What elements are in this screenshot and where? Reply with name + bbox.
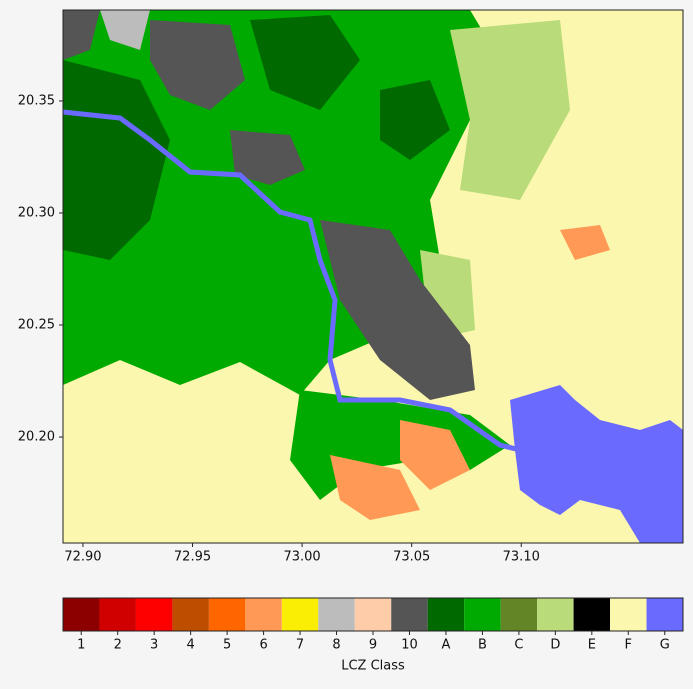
colorbar-swatch — [464, 598, 501, 631]
colorbar-title: LCZ Class — [341, 659, 405, 674]
map-frame — [62, 9, 684, 544]
colorbar-swatch — [427, 598, 465, 631]
water-body — [510, 385, 683, 543]
lcz-map — [63, 10, 683, 543]
colorbar-label: G — [660, 638, 670, 653]
y-tick-label: 20.20 — [18, 430, 55, 445]
bare-area — [100, 10, 150, 50]
y-tick-label: 20.35 — [18, 93, 55, 108]
colorbar-swatch — [537, 598, 574, 631]
y-tick-label: 20.25 — [18, 318, 55, 333]
colorbar-swatch — [208, 598, 246, 631]
colorbar-label: 1 — [77, 638, 85, 653]
x-tick-label: 72.90 — [64, 550, 101, 565]
river — [63, 109, 521, 453]
urban-area — [320, 220, 475, 400]
dense-trees — [63, 60, 170, 260]
colorbar-swatch — [245, 598, 282, 631]
colorbar-label: 6 — [259, 638, 267, 653]
colorbar-swatch — [391, 598, 428, 631]
sparse-built — [330, 455, 420, 520]
x-tick-label: 73.10 — [503, 550, 540, 565]
urban-area — [63, 10, 100, 60]
colorbar-label: 4 — [187, 638, 195, 653]
x-tick-label: 73.05 — [393, 550, 430, 565]
colorbar-label: 8 — [332, 638, 340, 653]
colorbar-swatch — [354, 598, 392, 631]
colorbar-swatch — [63, 598, 100, 631]
urban-area — [150, 20, 245, 110]
colorbar-label: 7 — [296, 638, 304, 653]
colorbar-label: C — [514, 638, 523, 653]
colorbar-label: A — [441, 638, 450, 653]
sparse-built — [560, 225, 610, 260]
low-plants — [450, 20, 570, 200]
colorbar-label: 9 — [369, 638, 377, 653]
colorbar-label: 10 — [401, 638, 418, 653]
colorbar-label: F — [625, 638, 632, 653]
colorbar-label: 3 — [150, 638, 158, 653]
colorbar-swatch — [172, 598, 209, 631]
colorbar-swatch — [281, 598, 319, 631]
colorbar-swatch — [318, 598, 355, 631]
colorbar-frame — [62, 597, 684, 632]
sparse-built — [400, 420, 470, 490]
colorbar-label: B — [478, 638, 487, 653]
colorbar-swatch — [135, 598, 173, 631]
colorbar: 1 2 3 4 5 6 7 8 9 10 A B C D E F G — [62, 597, 684, 653]
colorbar-swatch — [573, 598, 611, 631]
colorbar-swatch — [99, 598, 136, 631]
colorbar-label: D — [550, 638, 560, 653]
dense-trees — [250, 15, 360, 110]
urban-area — [230, 130, 305, 185]
axes: 72.90 72.95 73.00 73.05 73.10 20.20 20.25 20.30… — [18, 93, 540, 564]
dense-trees — [380, 80, 450, 160]
y-tick-label: 20.30 — [18, 205, 55, 220]
colorbar-swatch — [646, 598, 683, 631]
x-tick-label: 73.00 — [283, 550, 320, 565]
colorbar-swatch — [500, 598, 538, 631]
x-tick-label: 72.95 — [174, 550, 211, 565]
colorbar-label: 5 — [223, 638, 231, 653]
colorbar-label: E — [588, 638, 596, 653]
colorbar-swatch — [610, 598, 647, 631]
colorbar-label: 2 — [114, 638, 122, 653]
